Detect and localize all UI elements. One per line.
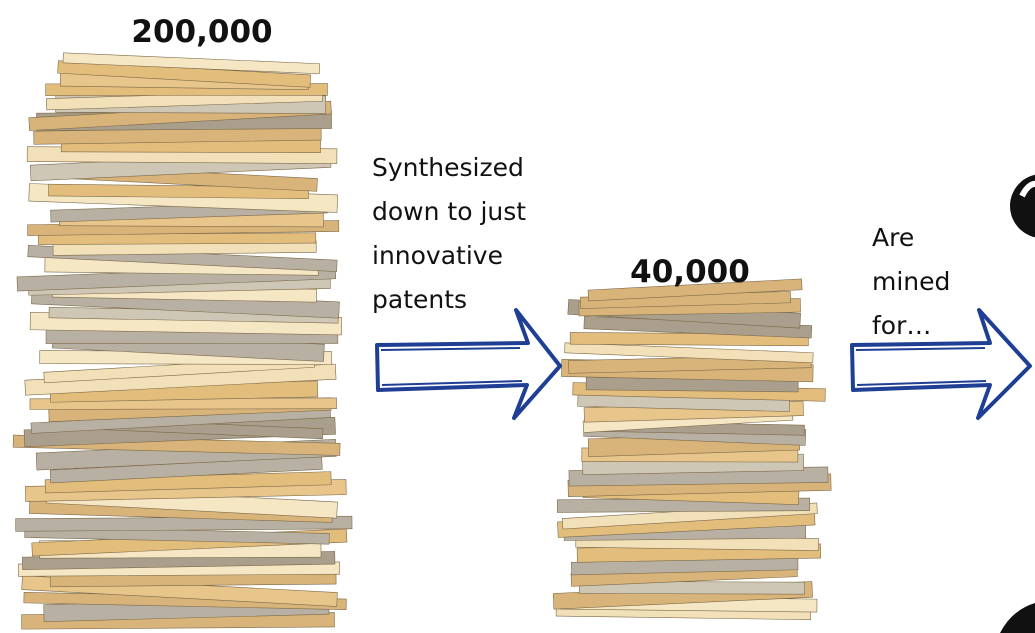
slide: 200,000 40,000 Synthesized down to just … bbox=[0, 0, 1035, 633]
stack-count: 200,000 bbox=[131, 14, 272, 50]
step-text: innovative bbox=[372, 241, 503, 270]
paper-stack bbox=[553, 279, 831, 620]
paper-stack bbox=[13, 53, 352, 629]
arrow bbox=[377, 310, 560, 418]
stack-count: 40,000 bbox=[630, 254, 750, 290]
step-text: down to just bbox=[372, 197, 526, 226]
step-text: Are bbox=[872, 223, 914, 252]
page: 200,000 40,000 Synthesized down to just … bbox=[0, 0, 1035, 633]
step-text: for… bbox=[872, 311, 931, 340]
step-text: patents bbox=[372, 285, 467, 314]
icon-edge bbox=[1000, 603, 1035, 633]
step-text: mined bbox=[872, 267, 950, 296]
step-text: Synthesized bbox=[372, 153, 524, 182]
